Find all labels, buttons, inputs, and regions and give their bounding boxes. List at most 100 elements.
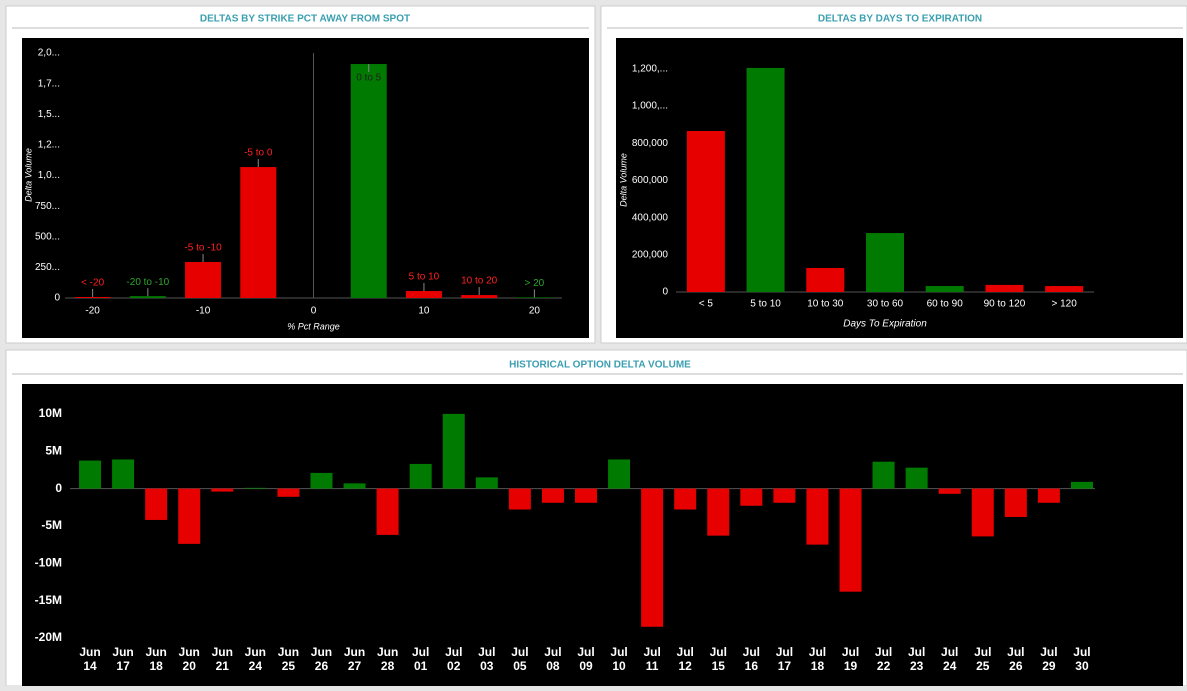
bar (1004, 488, 1027, 517)
x-tick-label: Jun (179, 645, 200, 659)
x-tick-label: Jul (511, 645, 528, 659)
x-tick-label: 90 to 120 (984, 299, 1026, 310)
bar (541, 488, 564, 503)
bar (806, 268, 845, 292)
x-tick-label: 27 (348, 659, 362, 673)
x-tick-label: Jul (842, 645, 859, 659)
x-tick-label: Jun (245, 645, 266, 659)
data-label: -5 to -10 (184, 243, 222, 254)
y-tick-label: 0 (55, 481, 62, 495)
bar (244, 487, 267, 489)
bar (575, 488, 597, 503)
x-tick-label: Jun (79, 645, 100, 659)
x-tick-label: 08 (546, 659, 560, 673)
y-tick-label: 500... (35, 231, 60, 242)
bar (608, 459, 631, 489)
bar (971, 488, 994, 537)
y-tick-label: 1,2... (38, 140, 60, 151)
x-tick-label: 09 (579, 659, 593, 673)
x-tick-label: -10 (196, 306, 211, 317)
x-tick-label: Jul (544, 645, 561, 659)
x-tick-label: 26 (1009, 659, 1023, 673)
x-tick-label: Jun (344, 645, 365, 659)
x-tick-label: Jun (112, 645, 133, 659)
chart-title: DELTAS BY DAYS TO EXPIRATION (818, 14, 982, 25)
x-tick-label: Jul (974, 645, 991, 659)
x-tick-label: Jun (377, 645, 398, 659)
x-tick-label: Jul (941, 645, 958, 659)
x-tick-label: 15 (712, 659, 726, 673)
bar (707, 488, 730, 536)
x-axis-label: Days To Expiration (843, 319, 927, 330)
x-tick-label: 24 (943, 659, 957, 673)
x-axis-label: % Pct Range (287, 321, 340, 331)
x-tick-label: 03 (480, 659, 494, 673)
x-tick-label: Jul (1007, 645, 1024, 659)
x-tick-label: 16 (745, 659, 759, 673)
y-tick-label: -20M (35, 630, 62, 644)
bar (686, 130, 725, 292)
bar (806, 488, 829, 545)
x-tick-label: Jun (278, 645, 299, 659)
y-tick-label: 200,000 (632, 249, 669, 260)
x-tick-label: Jul (875, 645, 892, 659)
bar (461, 295, 498, 298)
x-tick-label: 26 (315, 659, 329, 673)
bar (674, 488, 697, 510)
x-tick-label: 24 (249, 659, 263, 673)
x-tick-label: 30 (1075, 659, 1089, 673)
x-tick-label: Jul (445, 645, 462, 659)
x-tick-label: Jul (908, 645, 925, 659)
x-tick-label: 22 (877, 659, 891, 673)
x-tick-label: 01 (414, 659, 428, 673)
bar (925, 286, 964, 292)
data-label: 0 to 5 (356, 73, 381, 84)
bar (475, 477, 498, 489)
x-tick-label: 5 to 10 (750, 299, 781, 310)
bar (442, 413, 465, 489)
data-label: -5 to 0 (244, 148, 273, 159)
bar (178, 488, 201, 544)
bar (508, 488, 531, 510)
bar (185, 261, 222, 298)
plot-area (22, 38, 589, 338)
y-tick-label: 250... (35, 262, 60, 273)
y-tick-label: 800,000 (632, 138, 669, 149)
y-tick-label: 750... (35, 201, 60, 212)
x-tick-label: 20 (183, 659, 197, 673)
x-tick-label: Jun (311, 645, 332, 659)
bar (905, 467, 928, 489)
bar (376, 488, 399, 535)
bar (938, 488, 961, 494)
x-tick-label: Jun (145, 645, 166, 659)
bar (79, 460, 102, 489)
bar (641, 488, 664, 627)
bar (1045, 286, 1084, 292)
y-tick-label: 0 (54, 293, 60, 304)
x-tick-label: 17 (778, 659, 792, 673)
x-tick-label: 18 (149, 659, 163, 673)
bar (516, 297, 553, 298)
x-tick-label: Jul (577, 645, 594, 659)
y-tick-label: -5M (41, 518, 62, 532)
y-axis-label: Delta Volume (618, 153, 628, 207)
x-tick-label: 25 (282, 659, 296, 673)
x-tick-label: Jul (710, 645, 727, 659)
x-tick-label: 18 (811, 659, 825, 673)
chart-title: HISTORICAL OPTION DELTA VOLUME (509, 360, 691, 371)
x-tick-label: 05 (513, 659, 527, 673)
y-tick-label: 1,7... (38, 78, 60, 89)
x-tick-label: Jul (643, 645, 660, 659)
x-tick-label: 60 to 90 (927, 299, 964, 310)
y-tick-label: 600,000 (632, 175, 669, 186)
bar (240, 167, 277, 298)
bar (310, 472, 333, 489)
data-label: 10 to 20 (461, 276, 498, 287)
x-tick-label: 17 (116, 659, 130, 673)
y-axis-label: Delta Volume (23, 148, 33, 202)
bar (866, 233, 904, 292)
bar (211, 488, 234, 492)
data-label: > 20 (525, 278, 545, 289)
x-tick-label: Jun (212, 645, 233, 659)
y-tick-label: 0 (662, 287, 668, 298)
